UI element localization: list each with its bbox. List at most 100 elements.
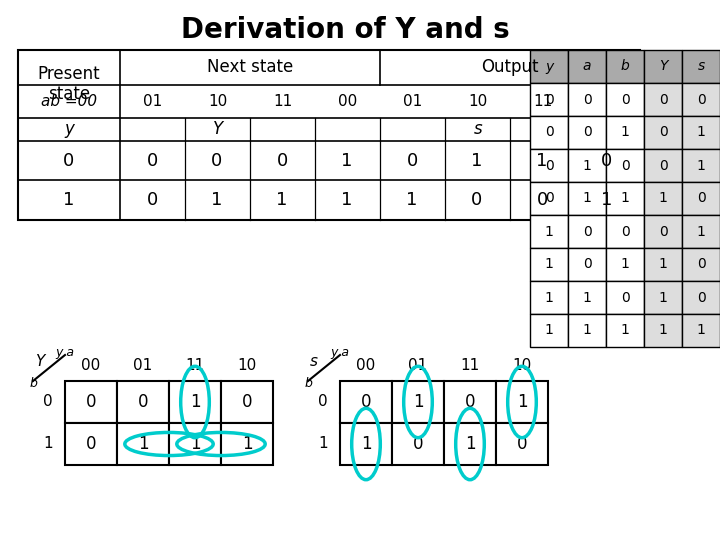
- Text: 0: 0: [86, 393, 96, 411]
- Bar: [644, 281, 682, 314]
- Bar: [682, 83, 720, 116]
- Bar: [682, 248, 720, 281]
- Text: 1: 1: [517, 393, 527, 411]
- Bar: [644, 215, 682, 248]
- Bar: [568, 215, 606, 248]
- Text: 1: 1: [536, 152, 548, 170]
- Text: 0: 0: [697, 258, 706, 272]
- Text: y: y: [64, 120, 74, 138]
- Text: 10: 10: [208, 94, 228, 109]
- Text: 00: 00: [81, 358, 101, 373]
- Text: 0: 0: [86, 435, 96, 453]
- Text: 1: 1: [659, 291, 667, 305]
- Text: ab =00: ab =00: [41, 94, 97, 109]
- Text: 01: 01: [408, 358, 428, 373]
- Bar: [221, 423, 273, 465]
- Text: 0: 0: [146, 152, 158, 170]
- Text: 1: 1: [659, 323, 667, 338]
- Text: 0: 0: [621, 92, 629, 106]
- Text: s: s: [310, 354, 318, 368]
- Text: y: y: [545, 59, 553, 73]
- Text: 0: 0: [621, 225, 629, 239]
- Text: 1: 1: [659, 258, 667, 272]
- Text: y a: y a: [55, 346, 74, 359]
- Text: 0: 0: [63, 152, 75, 170]
- Text: 0: 0: [517, 435, 527, 453]
- Text: 1: 1: [43, 436, 53, 451]
- Text: Y: Y: [659, 59, 667, 73]
- Bar: [682, 215, 720, 248]
- Text: 0: 0: [659, 225, 667, 239]
- Text: 1: 1: [582, 323, 591, 338]
- Text: 1: 1: [582, 159, 591, 172]
- Text: 1: 1: [544, 225, 554, 239]
- Text: 0: 0: [621, 291, 629, 305]
- Text: b: b: [305, 377, 313, 390]
- Text: 1: 1: [621, 323, 629, 338]
- Text: 1: 1: [544, 323, 554, 338]
- Bar: [496, 423, 548, 465]
- Text: Derivation of Y and s: Derivation of Y and s: [181, 16, 509, 44]
- Bar: [530, 116, 568, 149]
- Text: 1: 1: [582, 192, 591, 206]
- Text: 1: 1: [582, 291, 591, 305]
- Bar: [682, 50, 720, 83]
- Text: 0: 0: [536, 191, 548, 209]
- Text: 1: 1: [621, 258, 629, 272]
- Bar: [530, 215, 568, 248]
- Bar: [606, 116, 644, 149]
- Text: 0: 0: [276, 152, 287, 170]
- Text: 0: 0: [659, 125, 667, 139]
- Bar: [392, 423, 444, 465]
- Text: 0: 0: [464, 393, 475, 411]
- Text: b: b: [621, 59, 629, 73]
- Bar: [65, 381, 117, 423]
- Bar: [644, 248, 682, 281]
- Text: 11: 11: [185, 358, 204, 373]
- Text: 0: 0: [582, 125, 591, 139]
- Bar: [606, 281, 644, 314]
- Text: 1: 1: [413, 393, 423, 411]
- Bar: [682, 182, 720, 215]
- Text: 0: 0: [544, 159, 554, 172]
- Text: 0: 0: [621, 159, 629, 172]
- Bar: [444, 381, 496, 423]
- Text: 1: 1: [696, 323, 706, 338]
- Text: 1: 1: [341, 152, 353, 170]
- Text: 00: 00: [356, 358, 376, 373]
- Bar: [568, 83, 606, 116]
- Bar: [530, 314, 568, 347]
- Text: 01: 01: [133, 358, 153, 373]
- Text: 1: 1: [696, 225, 706, 239]
- Text: 0: 0: [659, 159, 667, 172]
- Text: 11: 11: [534, 94, 553, 109]
- Bar: [340, 381, 392, 423]
- Text: 1: 1: [138, 435, 148, 453]
- Text: 0: 0: [242, 393, 252, 411]
- Text: 1: 1: [276, 191, 288, 209]
- Bar: [606, 50, 644, 83]
- Text: 1: 1: [621, 192, 629, 206]
- Text: 0: 0: [544, 92, 554, 106]
- Bar: [530, 182, 568, 215]
- Bar: [568, 248, 606, 281]
- Bar: [606, 83, 644, 116]
- Bar: [530, 281, 568, 314]
- Bar: [644, 182, 682, 215]
- Text: 0: 0: [582, 225, 591, 239]
- Bar: [530, 50, 568, 83]
- Bar: [169, 423, 221, 465]
- Text: 1: 1: [406, 191, 418, 209]
- Text: 1: 1: [659, 192, 667, 206]
- Text: 0: 0: [659, 92, 667, 106]
- Bar: [644, 116, 682, 149]
- Text: 0: 0: [601, 152, 613, 170]
- Bar: [568, 50, 606, 83]
- Text: 1: 1: [544, 258, 554, 272]
- Text: s: s: [698, 59, 705, 73]
- Bar: [682, 149, 720, 182]
- Bar: [606, 149, 644, 182]
- Text: 0: 0: [212, 152, 222, 170]
- Text: 01: 01: [143, 94, 163, 109]
- Text: 0: 0: [472, 191, 482, 209]
